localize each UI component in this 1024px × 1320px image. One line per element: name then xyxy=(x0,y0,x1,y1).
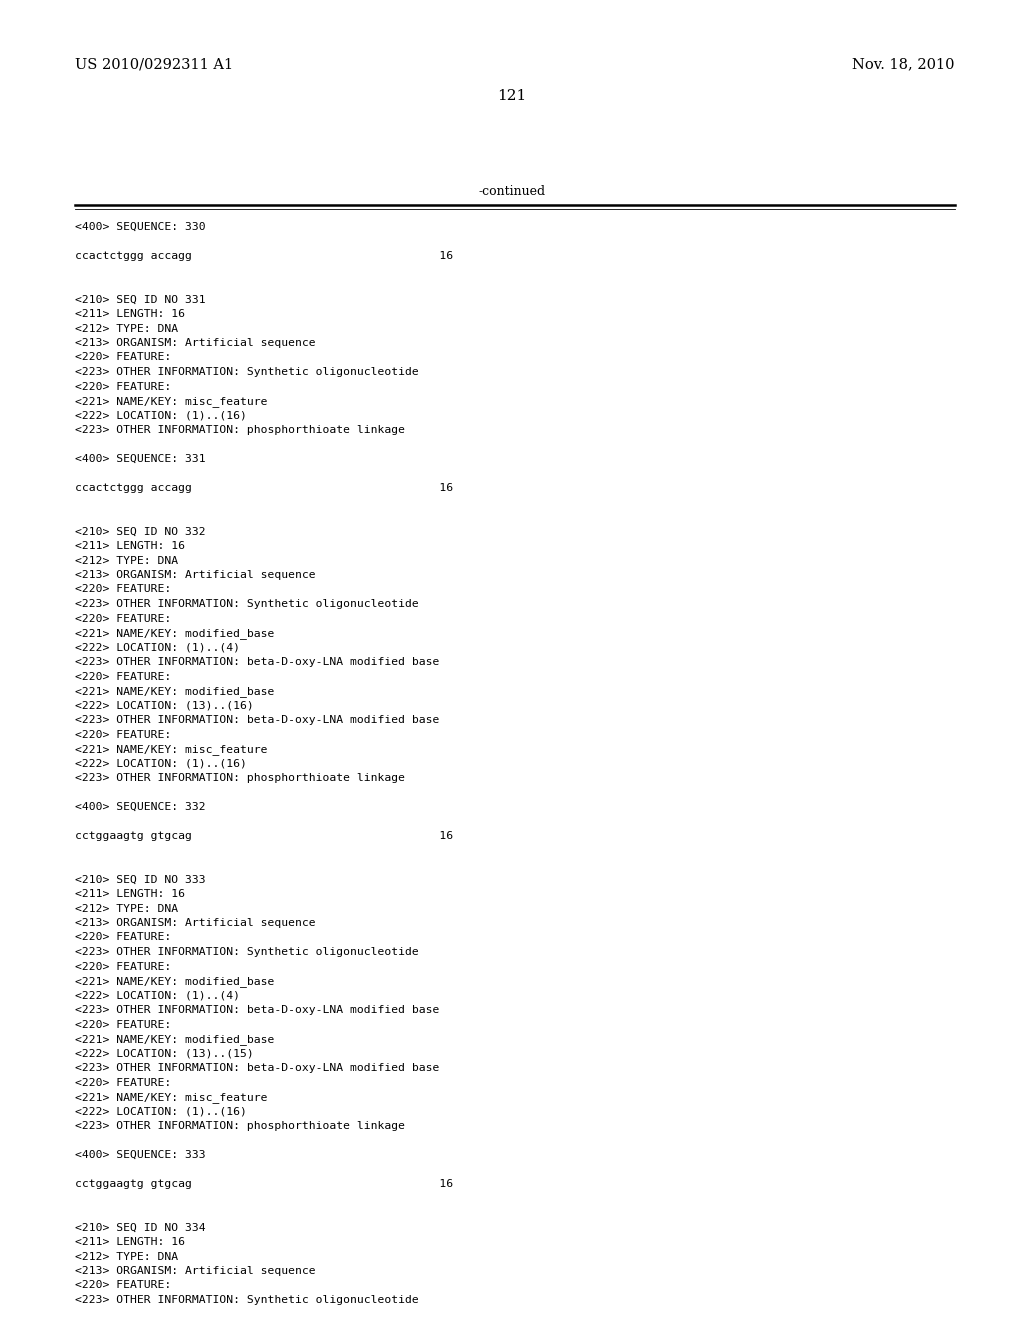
Text: <211> LENGTH: 16: <211> LENGTH: 16 xyxy=(75,541,185,550)
Text: cctggaagtg gtgcag                                    16: cctggaagtg gtgcag 16 xyxy=(75,832,454,841)
Text: <211> LENGTH: 16: <211> LENGTH: 16 xyxy=(75,888,185,899)
Text: <212> TYPE: DNA: <212> TYPE: DNA xyxy=(75,323,178,334)
Text: <220> FEATURE:: <220> FEATURE: xyxy=(75,672,171,681)
Text: <222> LOCATION: (1)..(16): <222> LOCATION: (1)..(16) xyxy=(75,759,247,768)
Text: ccactctggg accagg                                    16: ccactctggg accagg 16 xyxy=(75,251,454,261)
Text: Nov. 18, 2010: Nov. 18, 2010 xyxy=(853,57,955,71)
Text: <400> SEQUENCE: 333: <400> SEQUENCE: 333 xyxy=(75,1150,206,1160)
Text: <220> FEATURE:: <220> FEATURE: xyxy=(75,614,171,623)
Text: <212> TYPE: DNA: <212> TYPE: DNA xyxy=(75,1251,178,1262)
Text: <222> LOCATION: (1)..(4): <222> LOCATION: (1)..(4) xyxy=(75,990,240,1001)
Text: <223> OTHER INFORMATION: Synthetic oligonucleotide: <223> OTHER INFORMATION: Synthetic oligo… xyxy=(75,367,419,378)
Text: cctggaagtg gtgcag                                    16: cctggaagtg gtgcag 16 xyxy=(75,1179,454,1189)
Text: <213> ORGANISM: Artificial sequence: <213> ORGANISM: Artificial sequence xyxy=(75,338,315,348)
Text: <212> TYPE: DNA: <212> TYPE: DNA xyxy=(75,556,178,565)
Text: <222> LOCATION: (1)..(4): <222> LOCATION: (1)..(4) xyxy=(75,643,240,652)
Text: <213> ORGANISM: Artificial sequence: <213> ORGANISM: Artificial sequence xyxy=(75,917,315,928)
Text: <212> TYPE: DNA: <212> TYPE: DNA xyxy=(75,903,178,913)
Text: <223> OTHER INFORMATION: Synthetic oligonucleotide: <223> OTHER INFORMATION: Synthetic oligo… xyxy=(75,1295,419,1305)
Text: <223> OTHER INFORMATION: beta-D-oxy-LNA modified base: <223> OTHER INFORMATION: beta-D-oxy-LNA … xyxy=(75,1063,439,1073)
Text: ccactctggg accagg                                    16: ccactctggg accagg 16 xyxy=(75,483,454,492)
Text: <221> NAME/KEY: misc_feature: <221> NAME/KEY: misc_feature xyxy=(75,744,267,755)
Text: <223> OTHER INFORMATION: phosphorthioate linkage: <223> OTHER INFORMATION: phosphorthioate… xyxy=(75,425,406,436)
Text: <220> FEATURE:: <220> FEATURE: xyxy=(75,1077,171,1088)
Text: <221> NAME/KEY: modified_base: <221> NAME/KEY: modified_base xyxy=(75,686,274,697)
Text: <210> SEQ ID NO 334: <210> SEQ ID NO 334 xyxy=(75,1222,206,1233)
Text: <213> ORGANISM: Artificial sequence: <213> ORGANISM: Artificial sequence xyxy=(75,1266,315,1276)
Text: <220> FEATURE:: <220> FEATURE: xyxy=(75,1019,171,1030)
Text: <210> SEQ ID NO 331: <210> SEQ ID NO 331 xyxy=(75,294,206,305)
Text: <220> FEATURE:: <220> FEATURE: xyxy=(75,932,171,942)
Text: <220> FEATURE:: <220> FEATURE: xyxy=(75,352,171,363)
Text: <223> OTHER INFORMATION: Synthetic oligonucleotide: <223> OTHER INFORMATION: Synthetic oligo… xyxy=(75,599,419,609)
Text: <220> FEATURE:: <220> FEATURE: xyxy=(75,585,171,594)
Text: <213> ORGANISM: Artificial sequence: <213> ORGANISM: Artificial sequence xyxy=(75,570,315,579)
Text: <222> LOCATION: (1)..(16): <222> LOCATION: (1)..(16) xyxy=(75,411,247,421)
Text: <220> FEATURE:: <220> FEATURE: xyxy=(75,381,171,392)
Text: <223> OTHER INFORMATION: beta-D-oxy-LNA modified base: <223> OTHER INFORMATION: beta-D-oxy-LNA … xyxy=(75,715,439,725)
Text: <223> OTHER INFORMATION: phosphorthioate linkage: <223> OTHER INFORMATION: phosphorthioate… xyxy=(75,774,406,783)
Text: <220> FEATURE:: <220> FEATURE: xyxy=(75,1280,171,1291)
Text: <400> SEQUENCE: 330: <400> SEQUENCE: 330 xyxy=(75,222,206,232)
Text: <210> SEQ ID NO 332: <210> SEQ ID NO 332 xyxy=(75,527,206,536)
Text: <210> SEQ ID NO 333: <210> SEQ ID NO 333 xyxy=(75,874,206,884)
Text: <223> OTHER INFORMATION: beta-D-oxy-LNA modified base: <223> OTHER INFORMATION: beta-D-oxy-LNA … xyxy=(75,657,439,667)
Text: <222> LOCATION: (1)..(16): <222> LOCATION: (1)..(16) xyxy=(75,1106,247,1117)
Text: US 2010/0292311 A1: US 2010/0292311 A1 xyxy=(75,57,233,71)
Text: <211> LENGTH: 16: <211> LENGTH: 16 xyxy=(75,309,185,319)
Text: <400> SEQUENCE: 331: <400> SEQUENCE: 331 xyxy=(75,454,206,465)
Text: <221> NAME/KEY: modified_base: <221> NAME/KEY: modified_base xyxy=(75,628,274,639)
Text: <222> LOCATION: (13)..(15): <222> LOCATION: (13)..(15) xyxy=(75,1048,254,1059)
Text: <223> OTHER INFORMATION: phosphorthioate linkage: <223> OTHER INFORMATION: phosphorthioate… xyxy=(75,1121,406,1131)
Text: <221> NAME/KEY: misc_feature: <221> NAME/KEY: misc_feature xyxy=(75,396,267,407)
Text: <222> LOCATION: (13)..(16): <222> LOCATION: (13)..(16) xyxy=(75,701,254,710)
Text: <400> SEQUENCE: 332: <400> SEQUENCE: 332 xyxy=(75,803,206,812)
Text: <223> OTHER INFORMATION: Synthetic oligonucleotide: <223> OTHER INFORMATION: Synthetic oligo… xyxy=(75,946,419,957)
Text: <221> NAME/KEY: modified_base: <221> NAME/KEY: modified_base xyxy=(75,1034,274,1045)
Text: -continued: -continued xyxy=(478,185,546,198)
Text: <221> NAME/KEY: misc_feature: <221> NAME/KEY: misc_feature xyxy=(75,1092,267,1104)
Text: <220> FEATURE:: <220> FEATURE: xyxy=(75,961,171,972)
Text: <223> OTHER INFORMATION: beta-D-oxy-LNA modified base: <223> OTHER INFORMATION: beta-D-oxy-LNA … xyxy=(75,1005,439,1015)
Text: 121: 121 xyxy=(498,88,526,103)
Text: <221> NAME/KEY: modified_base: <221> NAME/KEY: modified_base xyxy=(75,975,274,987)
Text: <211> LENGTH: 16: <211> LENGTH: 16 xyxy=(75,1237,185,1247)
Text: <220> FEATURE:: <220> FEATURE: xyxy=(75,730,171,739)
